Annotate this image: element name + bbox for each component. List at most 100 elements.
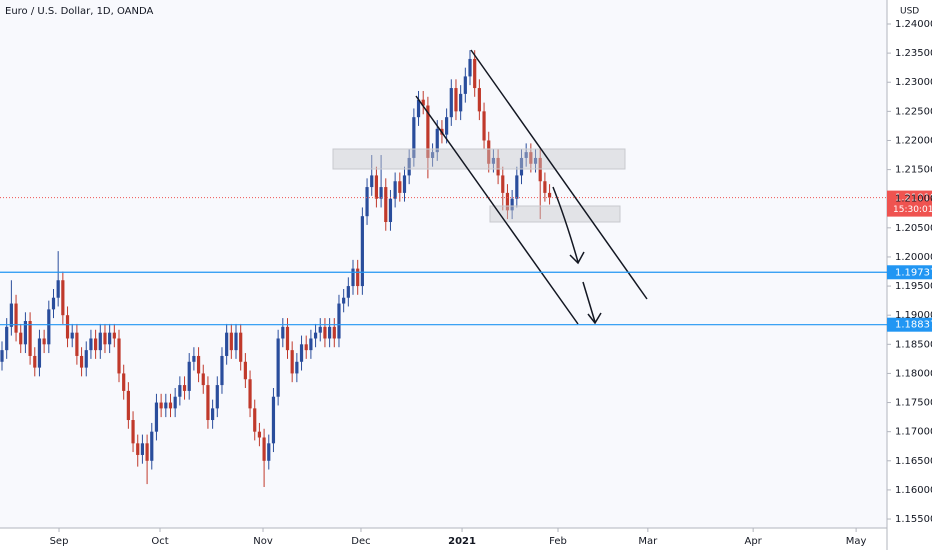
candle-body — [281, 326, 285, 339]
price-label-box — [887, 317, 932, 332]
candle-body — [98, 332, 102, 351]
candle-body — [103, 332, 107, 345]
candle-body — [304, 344, 308, 351]
price-tick-label: 1.17500 — [895, 398, 932, 409]
candle-body — [491, 157, 496, 164]
candle-body — [253, 408, 257, 432]
candle-body — [318, 326, 322, 333]
candle-body — [42, 338, 46, 345]
candle-body — [206, 385, 210, 421]
candle-body — [393, 181, 397, 199]
candle-body — [533, 157, 538, 164]
time-tick-label: Feb — [549, 536, 567, 547]
candle-body — [108, 332, 112, 345]
candle-body — [220, 355, 224, 386]
candle-body — [136, 443, 140, 455]
trend-line — [415, 95, 579, 325]
candle-body — [276, 338, 280, 397]
candle-body — [309, 338, 313, 351]
candle-body — [187, 361, 191, 391]
candle-body — [529, 152, 533, 164]
candle-body — [122, 373, 126, 391]
zone — [332, 148, 626, 170]
time-tick-label: May — [846, 536, 867, 547]
candle-body — [388, 198, 393, 223]
time-tick-label: 2021 — [448, 536, 476, 547]
candle-body — [182, 385, 187, 391]
price-label: 1.19737 — [895, 267, 932, 278]
candle-body — [94, 338, 98, 351]
time-tick-label: Dec — [351, 536, 370, 547]
candle-body — [37, 338, 42, 368]
price-tick-label: 1.24000 — [895, 19, 932, 30]
candle-body — [70, 332, 74, 339]
candle-body — [459, 93, 463, 112]
candle-body — [449, 88, 453, 118]
candle-body — [14, 303, 18, 333]
drawings — [332, 49, 648, 325]
candle-body — [356, 268, 360, 287]
arrow-head — [569, 251, 585, 265]
price-label-box — [887, 265, 932, 280]
candle-body — [505, 192, 510, 211]
price-tick-label: 1.21000 — [895, 194, 932, 205]
candle-body — [468, 58, 472, 77]
candle-body — [56, 280, 60, 298]
candle-body — [75, 332, 79, 356]
price-label: 1.18837 — [895, 320, 932, 331]
plot-background — [0, 0, 887, 528]
candle-body — [543, 181, 547, 193]
time-tick-label: Sep — [50, 536, 69, 547]
candle-body — [365, 187, 369, 217]
candle-body — [510, 198, 514, 211]
candle-body — [117, 338, 121, 374]
candle-body — [154, 402, 159, 432]
price-tick-label: 1.18000 — [895, 368, 932, 379]
price-tick-label: 1.22000 — [895, 135, 932, 146]
candle-body — [33, 355, 37, 368]
candle-body — [473, 58, 477, 89]
candle-body — [285, 326, 290, 351]
price-tick-label: 1.23500 — [895, 48, 932, 59]
time-tick-label: Apr — [744, 536, 762, 547]
candle-body — [538, 157, 542, 182]
candle-body — [384, 187, 388, 223]
candle-body — [159, 402, 163, 409]
candle-body — [426, 105, 430, 158]
candle-body — [196, 355, 201, 374]
candle-body — [271, 396, 276, 444]
price-tick-label: 1.15500 — [895, 514, 932, 525]
candle-body — [150, 431, 154, 461]
candle-body — [51, 297, 56, 310]
candle-body — [421, 99, 425, 106]
last-price-label: 1.21019 — [895, 193, 932, 204]
trend-line — [470, 49, 648, 300]
candle-body — [140, 443, 145, 455]
candle-body — [192, 355, 196, 362]
candle-body — [416, 99, 421, 118]
candle-body — [463, 76, 467, 94]
candle-body — [239, 332, 243, 362]
price-tick-label: 1.22500 — [895, 106, 932, 117]
last-price-box — [887, 190, 932, 217]
countdown-label: 15:30:01 — [893, 205, 932, 215]
candle-body — [267, 443, 271, 461]
candle-body — [89, 338, 93, 351]
price-tick-label: 1.20500 — [895, 223, 932, 234]
candle-body — [112, 332, 116, 339]
candle-body — [435, 128, 439, 153]
arrow — [552, 186, 579, 263]
candle-body — [145, 443, 149, 461]
candle-body — [328, 326, 332, 339]
candle-body — [547, 192, 552, 198]
arrow-head — [587, 312, 602, 325]
time-tick-label: Oct — [151, 536, 168, 547]
candle-body — [173, 396, 177, 409]
candle-body — [61, 280, 65, 316]
candle-body — [323, 326, 327, 339]
candle-body — [5, 326, 9, 351]
zone — [489, 205, 621, 223]
candle-body — [215, 385, 219, 409]
candle-body — [337, 303, 341, 339]
